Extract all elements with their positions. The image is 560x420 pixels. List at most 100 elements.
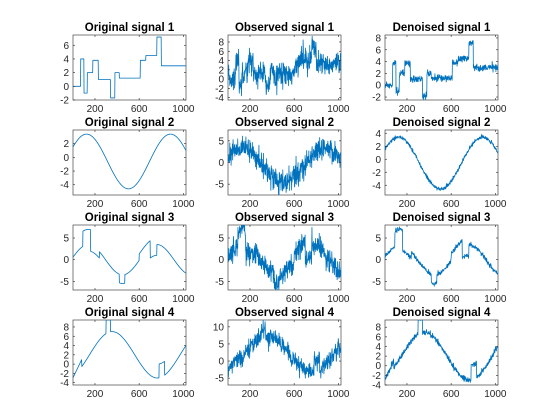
- signal-line: [385, 40, 498, 100]
- x-tick-label: 1000: [172, 104, 195, 115]
- y-tick-label: -4: [60, 378, 69, 389]
- x-tick-label: 1000: [484, 104, 507, 115]
- y-tick-label: -2: [60, 167, 69, 178]
- subplot-7: 200 600 1000 -5 0 5 Original signal 3: [60, 212, 195, 305]
- subplot-title: Observed signal 4: [235, 307, 335, 319]
- x-tick-label: 1000: [172, 294, 195, 305]
- y-tick-label: 5: [375, 234, 381, 245]
- x-tick-label: 600: [443, 199, 460, 210]
- y-tick-label: 0: [218, 75, 224, 86]
- x-tick-label: 600: [443, 389, 460, 400]
- y-tick-label: 4: [375, 342, 381, 353]
- x-tick-label: 200: [87, 294, 104, 305]
- x-tick-label: 1000: [172, 389, 195, 400]
- y-tick-label: 2: [375, 69, 381, 80]
- subplot-title: Observed signal 1: [235, 22, 335, 34]
- y-tick-label: 8: [375, 33, 381, 44]
- y-tick-label: 0: [218, 158, 224, 169]
- x-tick-label: 600: [131, 199, 148, 210]
- y-tick-label: -2: [60, 369, 69, 380]
- subplot-6: 200 600 1000 -4 -2 0 2 4 Denoised signal 2: [372, 117, 507, 210]
- y-tick-label: 2: [63, 139, 69, 150]
- y-tick-label: -2: [215, 84, 224, 95]
- y-tick-label: 4: [63, 54, 69, 65]
- x-tick-label: 1000: [172, 199, 195, 210]
- subplot-title: Denoised signal 4: [393, 307, 491, 319]
- y-tick-label: 5: [218, 234, 224, 245]
- y-tick-label: 0: [63, 255, 69, 266]
- x-tick-label: 600: [131, 104, 148, 115]
- axes-frame: [72, 224, 187, 291]
- signal-line: [73, 320, 186, 379]
- signal-line: [385, 226, 498, 287]
- y-tick-label: 2: [375, 352, 381, 363]
- x-tick-label: 600: [443, 294, 460, 305]
- x-tick-label: 200: [399, 104, 416, 115]
- y-tick-label: 4: [218, 56, 224, 67]
- y-tick-label: 5: [218, 136, 224, 147]
- x-tick-label: 200: [399, 199, 416, 210]
- y-tick-label: -5: [215, 277, 224, 288]
- x-tick-label: 600: [286, 389, 303, 400]
- signal-line: [228, 135, 341, 195]
- y-tick-label: 2: [63, 350, 69, 361]
- y-tick-label: 0: [63, 153, 69, 164]
- subplot-5: 200 600 1000 -5 0 5 Observed signal 2: [215, 117, 350, 210]
- subplot-title: Observed signal 3: [235, 212, 334, 224]
- subplot-1: 200 600 1000 -2 0 2 4 6 Original signal 1: [60, 22, 195, 115]
- y-tick-label: -5: [215, 374, 224, 385]
- y-tick-label: 2: [375, 142, 381, 153]
- x-tick-label: 200: [242, 199, 259, 210]
- axes-frame: [227, 224, 342, 291]
- x-tick-label: 200: [87, 199, 104, 210]
- subplot-title: Original signal 1: [85, 22, 175, 34]
- y-tick-label: 4: [375, 129, 381, 140]
- y-tick-label: -2: [372, 168, 381, 179]
- y-tick-label: 10: [213, 322, 225, 333]
- y-tick-label: 6: [375, 332, 381, 343]
- y-tick-label: 8: [375, 323, 381, 334]
- signal-line: [228, 320, 341, 379]
- x-tick-label: 600: [131, 389, 148, 400]
- signal-line: [73, 36, 186, 99]
- y-tick-label: 6: [375, 45, 381, 56]
- axes-frame: [384, 34, 499, 101]
- y-tick-label: 8: [218, 37, 224, 48]
- signal-line: [73, 228, 186, 284]
- x-tick-label: 1000: [484, 294, 507, 305]
- x-tick-label: 1000: [484, 199, 507, 210]
- signal-line: [385, 133, 498, 191]
- x-tick-label: 200: [242, 389, 259, 400]
- y-tick-label: 0: [375, 361, 381, 372]
- x-tick-label: 1000: [327, 104, 350, 115]
- signal-line: [228, 35, 341, 97]
- subplot-8: 200 600 1000 -5 0 5 Observed signal 3: [215, 212, 350, 305]
- subplot-11: 200 600 1000 -5 0 5 10 Observed signal 4: [213, 307, 350, 400]
- y-tick-label: -2: [372, 371, 381, 382]
- x-tick-label: 600: [286, 294, 303, 305]
- subplot-9: 200 600 1000 -5 0 5 Denoised signal 3: [372, 212, 507, 305]
- x-tick-label: 200: [242, 104, 259, 115]
- y-tick-label: -5: [60, 277, 69, 288]
- signal-line: [73, 133, 186, 190]
- axes-frame: [72, 319, 187, 386]
- y-tick-label: -2: [372, 93, 381, 104]
- subplot-title: Denoised signal 2: [393, 117, 491, 129]
- y-tick-label: 4: [375, 57, 381, 68]
- subplot-title: Denoised signal 1: [393, 22, 491, 34]
- x-tick-label: 200: [242, 294, 259, 305]
- y-tick-label: 4: [63, 341, 69, 352]
- y-tick-label: 0: [218, 357, 224, 368]
- x-tick-label: 600: [131, 294, 148, 305]
- x-tick-label: 1000: [327, 294, 350, 305]
- x-tick-label: 600: [443, 104, 460, 115]
- x-tick-label: 1000: [327, 389, 350, 400]
- subplot-4: 200 600 1000 -4 -2 0 2 Original signal 2: [60, 117, 195, 210]
- y-tick-label: 0: [375, 255, 381, 266]
- x-tick-label: 600: [286, 199, 303, 210]
- subplot-title: Original signal 4: [85, 307, 175, 319]
- subplot-title: Observed signal 2: [235, 117, 334, 129]
